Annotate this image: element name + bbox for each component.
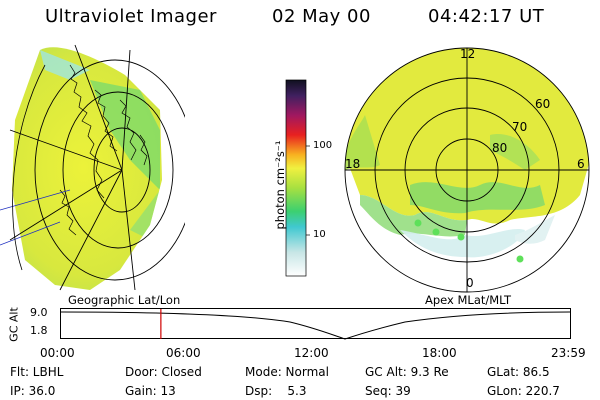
colorbar-unit-label: photon cm⁻²s⁻¹	[273, 140, 287, 230]
door-info: Door: Closed	[125, 365, 202, 379]
colorbar-tick-100: 100	[313, 140, 333, 151]
time-tick-1200: 12:00	[294, 346, 329, 360]
filter-info: Flt: LBHL	[10, 365, 64, 379]
time-label: 04:42:17 UT	[428, 6, 545, 27]
instrument-title: Ultraviolet Imager	[45, 6, 217, 27]
altitude-ylabel: GC Alt	[7, 307, 21, 342]
mlt-label-18: 18	[345, 157, 361, 171]
altitude-ytick-high: 9.0	[30, 306, 48, 319]
time-tick-0000: 00:00	[40, 346, 75, 360]
left-panel-caption: Geographic Lat/Lon	[68, 293, 181, 307]
right-panel-caption: Apex MLat/MLT	[425, 293, 512, 307]
colorbar-tick-10: 10	[313, 229, 326, 240]
ip-info: IP: 36.0	[10, 384, 56, 398]
glon-info: GLon: 220.7	[487, 384, 560, 398]
mlat-label-70: 70	[512, 120, 528, 134]
mlt-label-6: 6	[577, 157, 585, 171]
altitude-timeline	[60, 308, 571, 340]
seq-info: Seq: 39	[365, 384, 411, 398]
gc-alt-info: GC Alt: 9.3 Re	[365, 365, 449, 379]
mode-info: Mode: Normal	[245, 365, 329, 379]
altitude-ytick-low: 1.8	[30, 324, 48, 337]
date-label: 02 May 00	[272, 6, 371, 27]
mlat-label-60: 60	[535, 97, 551, 111]
glat-info: GLat: 86.5	[487, 365, 550, 379]
time-tick-1800: 18:00	[422, 346, 457, 360]
gain-info: Gain: 13	[125, 384, 176, 398]
colorbar	[285, 79, 310, 277]
polar-mlat-mlt-plot	[344, 47, 590, 293]
mlt-label-0: 0	[466, 276, 474, 290]
mlat-label-80: 80	[492, 141, 508, 155]
mlt-label-12: 12	[460, 47, 476, 61]
dsp-info: Dsp: 5.3	[245, 384, 307, 398]
time-tick-2359: 23:59	[551, 346, 586, 360]
time-tick-0600: 06:00	[166, 346, 201, 360]
geographic-auroral-image	[0, 44, 185, 291]
